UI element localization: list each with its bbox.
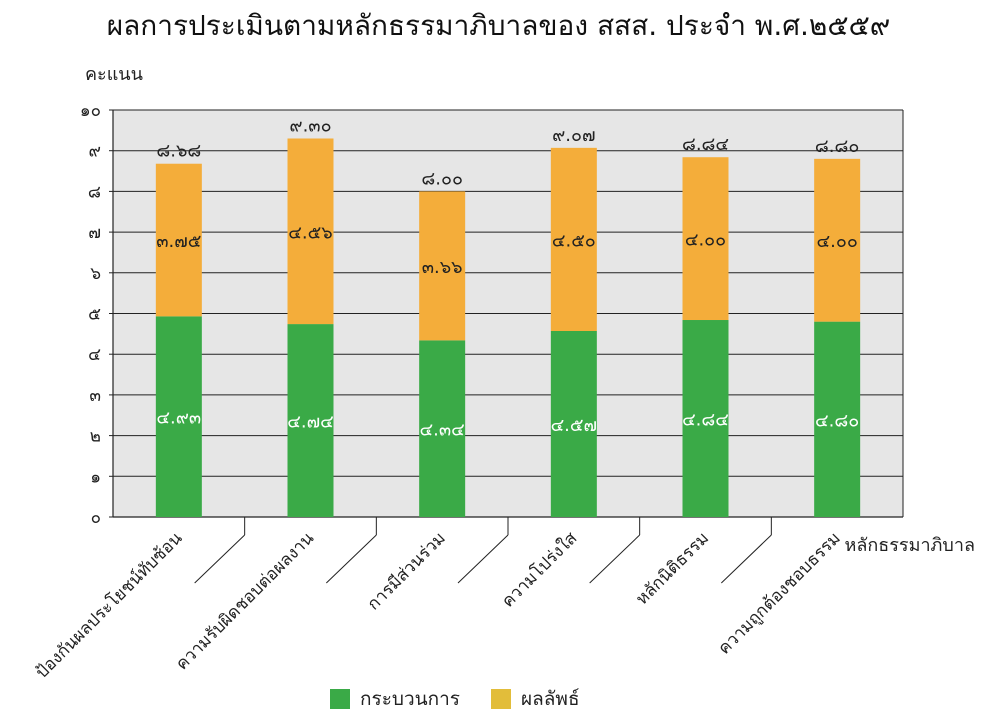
legend-swatch-result [491,689,511,709]
bar-total-label: ๘.๖๘ [156,141,201,162]
bar-value-label-process: ๔.๘๔ [682,410,729,431]
bar-segment-process [814,321,861,517]
category-label: ความรับผิดชอบต่อผลงาน [172,528,318,674]
legend-label-process: กระบวนการ [360,688,461,710]
bar-segment-result [287,138,334,325]
y-tick-label: ๑๐ [80,101,101,121]
bar-total-label: ๘.๘๐ [815,136,859,157]
bar-value-label-result: ๔.๕๐ [552,230,596,251]
y-tick-label: ๑ [90,467,101,487]
y-tick-label: ๒ [90,427,101,447]
bar-segment-process [682,320,729,517]
bar-value-label-process: ๔.๙๓ [156,408,201,429]
y-tick-label: ๕ [88,305,101,325]
bar-segment-process [287,324,334,517]
bar-total-label: ๘.๐๐ [421,168,463,189]
bar-segment-result [155,163,202,317]
legend-label-result: ผลลัพธ์ [521,688,580,710]
bar-segment-process [155,316,202,517]
bar-value-label-process: ๔.๓๔ [420,420,465,441]
bar-segment-process [419,340,466,517]
bar-segment-result [550,147,597,332]
bar-segment-process [550,331,597,517]
category-separator-leader [457,534,509,584]
category-separator-leader [589,534,641,584]
category-label: ความถูกต้องชอบธรรม [714,528,844,658]
bar-value-label-process: ๔.๗๔ [287,412,334,433]
legend-item-process: กระบวนการ [330,684,460,714]
bar-value-label-result: ๔.๐๐ [817,231,858,252]
category-label: ความโปร่งใส [497,527,581,611]
y-tick-label: ๔ [88,345,101,365]
category-separator-leader [720,534,772,584]
bar-total-label: ๙.๐๗ [552,125,595,146]
bar-segment-result [682,157,729,321]
bar-value-label-process: ๔.๘๐ [815,410,859,431]
chart-title: ผลการประเมินตามหลักธรรมาภิบาลของ สสส. ปร… [106,9,891,42]
category-label: หลักนิติธรรม [632,528,713,609]
bar-value-label-result: ๓.๖๖ [422,257,463,278]
category-separator-leader [325,534,377,584]
category-label: การมีส่วนร่วม [364,528,450,614]
bar-total-label: ๙.๓๐ [289,115,331,136]
y-tick-label: ๗ [88,223,101,243]
y-tick-label: ๖ [90,264,101,284]
y-tick-label: ๐ [91,508,101,528]
bar-segment-result [419,191,466,341]
category-label: ป้องกันผลประโยชน์ทับซ้อน [31,527,186,682]
y-tick-label: ๘ [88,182,101,202]
bar-total-label: ๘.๘๔ [682,134,729,155]
y-axis-title: คะแนน [85,64,143,85]
bar-value-label-result: ๔.๕๖ [288,222,332,243]
bar-value-label-process: ๔.๕๗ [551,415,598,436]
bar-value-label-result: ๔.๐๐ [685,230,726,251]
y-tick-label: ๙ [89,142,101,162]
x-axis-title: หลักธรรมาภิบาล [844,535,975,556]
bar-segment-result [814,158,861,322]
bar-value-label-result: ๓.๗๕ [156,231,201,252]
legend-swatch-process [330,689,350,709]
y-tick-label: ๓ [89,386,101,406]
category-separator-leader [194,534,246,584]
legend-item-result: ผลลัพธ์ [491,684,580,714]
